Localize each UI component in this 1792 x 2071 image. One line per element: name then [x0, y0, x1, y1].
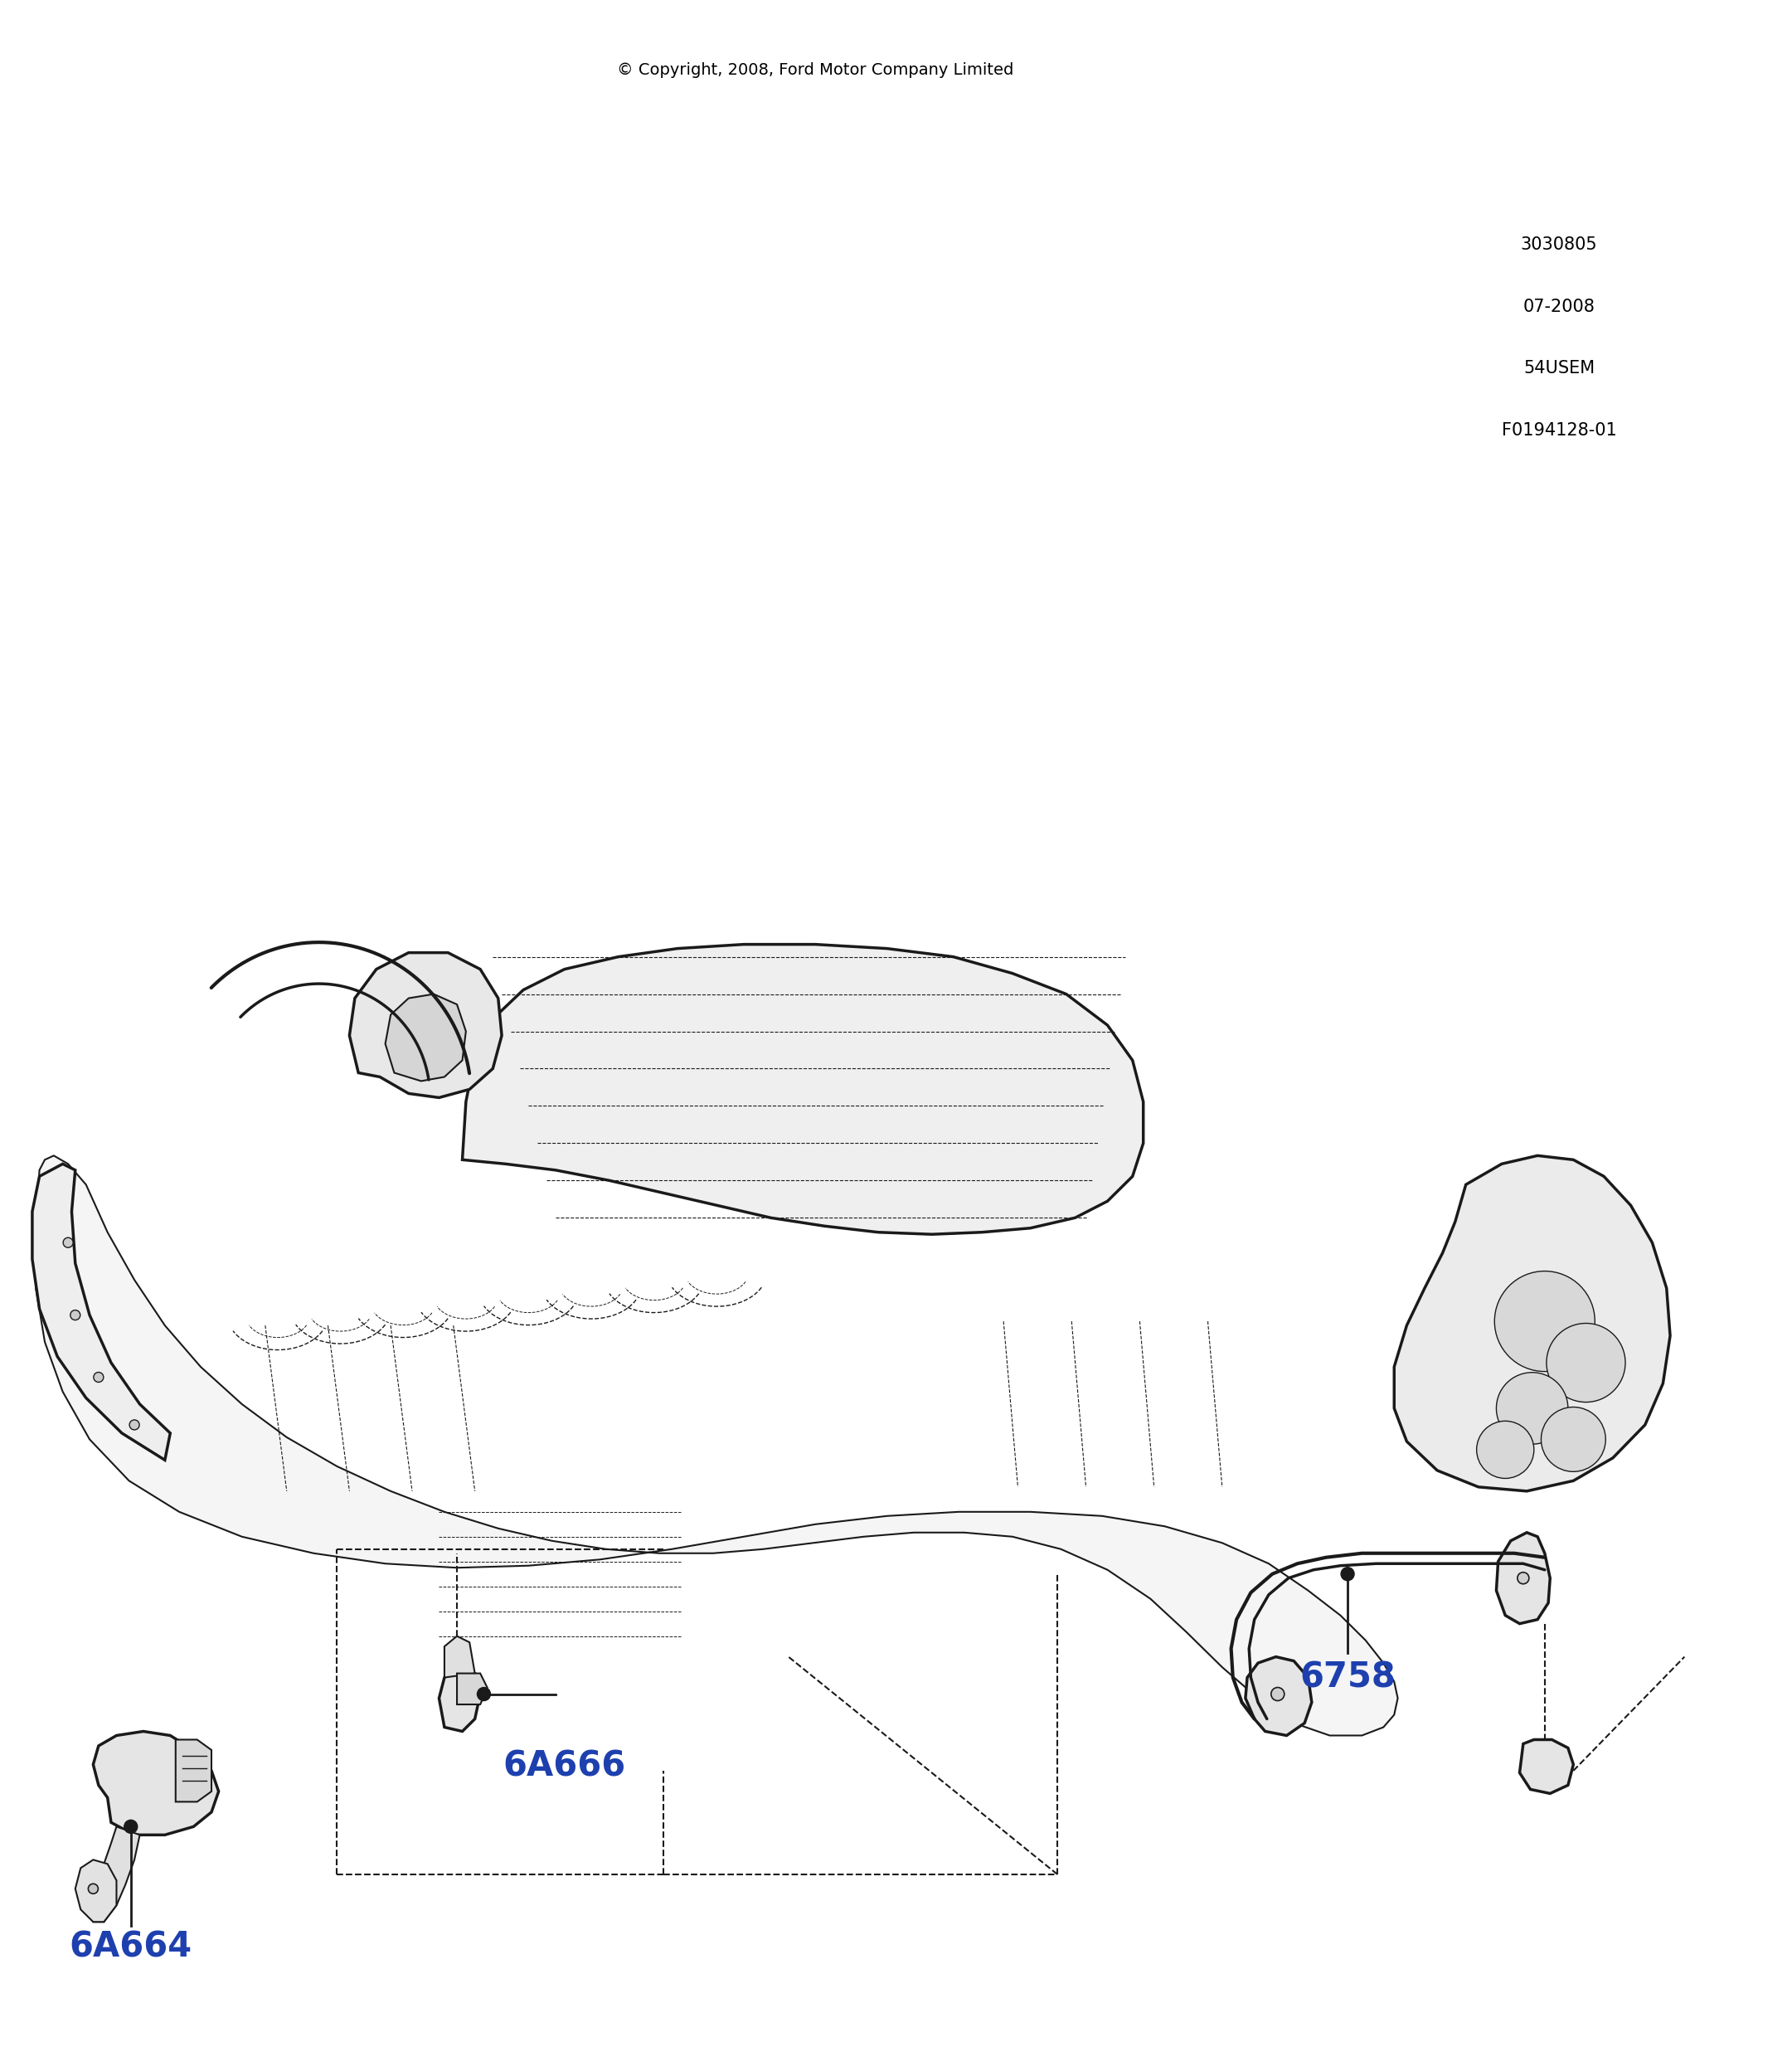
Polygon shape [176, 1740, 211, 1802]
Circle shape [1518, 1572, 1529, 1584]
Text: F0194128-01: F0194128-01 [1502, 422, 1616, 439]
Polygon shape [32, 1164, 170, 1460]
Circle shape [93, 1373, 104, 1381]
Circle shape [63, 1238, 73, 1247]
Polygon shape [1245, 1657, 1312, 1735]
Polygon shape [385, 994, 466, 1081]
Polygon shape [1496, 1533, 1550, 1624]
Circle shape [477, 1688, 491, 1700]
Polygon shape [93, 1731, 219, 1835]
Polygon shape [457, 1673, 487, 1704]
Polygon shape [349, 953, 502, 1098]
Circle shape [124, 1820, 138, 1833]
Circle shape [1477, 1421, 1534, 1479]
Circle shape [70, 1311, 81, 1319]
Circle shape [88, 1885, 99, 1893]
Text: © Copyright, 2008, Ford Motor Company Limited: © Copyright, 2008, Ford Motor Company Li… [616, 62, 1014, 79]
Polygon shape [1520, 1740, 1573, 1793]
Polygon shape [36, 1156, 1398, 1735]
Circle shape [1546, 1323, 1625, 1402]
Polygon shape [75, 1860, 116, 1922]
Circle shape [1340, 1568, 1355, 1580]
Polygon shape [1394, 1156, 1670, 1491]
Text: 6A664: 6A664 [70, 1930, 192, 1963]
Text: 6A666: 6A666 [504, 1750, 625, 1783]
Circle shape [1271, 1688, 1285, 1700]
Circle shape [1495, 1272, 1595, 1371]
Circle shape [1496, 1373, 1568, 1443]
Polygon shape [462, 944, 1143, 1234]
Polygon shape [86, 1827, 140, 1922]
Text: 6758: 6758 [1299, 1661, 1396, 1694]
Circle shape [129, 1421, 140, 1429]
Text: 3030805: 3030805 [1521, 236, 1597, 253]
Polygon shape [439, 1667, 480, 1731]
Polygon shape [444, 1636, 475, 1678]
Text: 54USEM: 54USEM [1523, 360, 1595, 377]
Text: 07-2008: 07-2008 [1523, 298, 1595, 315]
Circle shape [1541, 1406, 1606, 1472]
